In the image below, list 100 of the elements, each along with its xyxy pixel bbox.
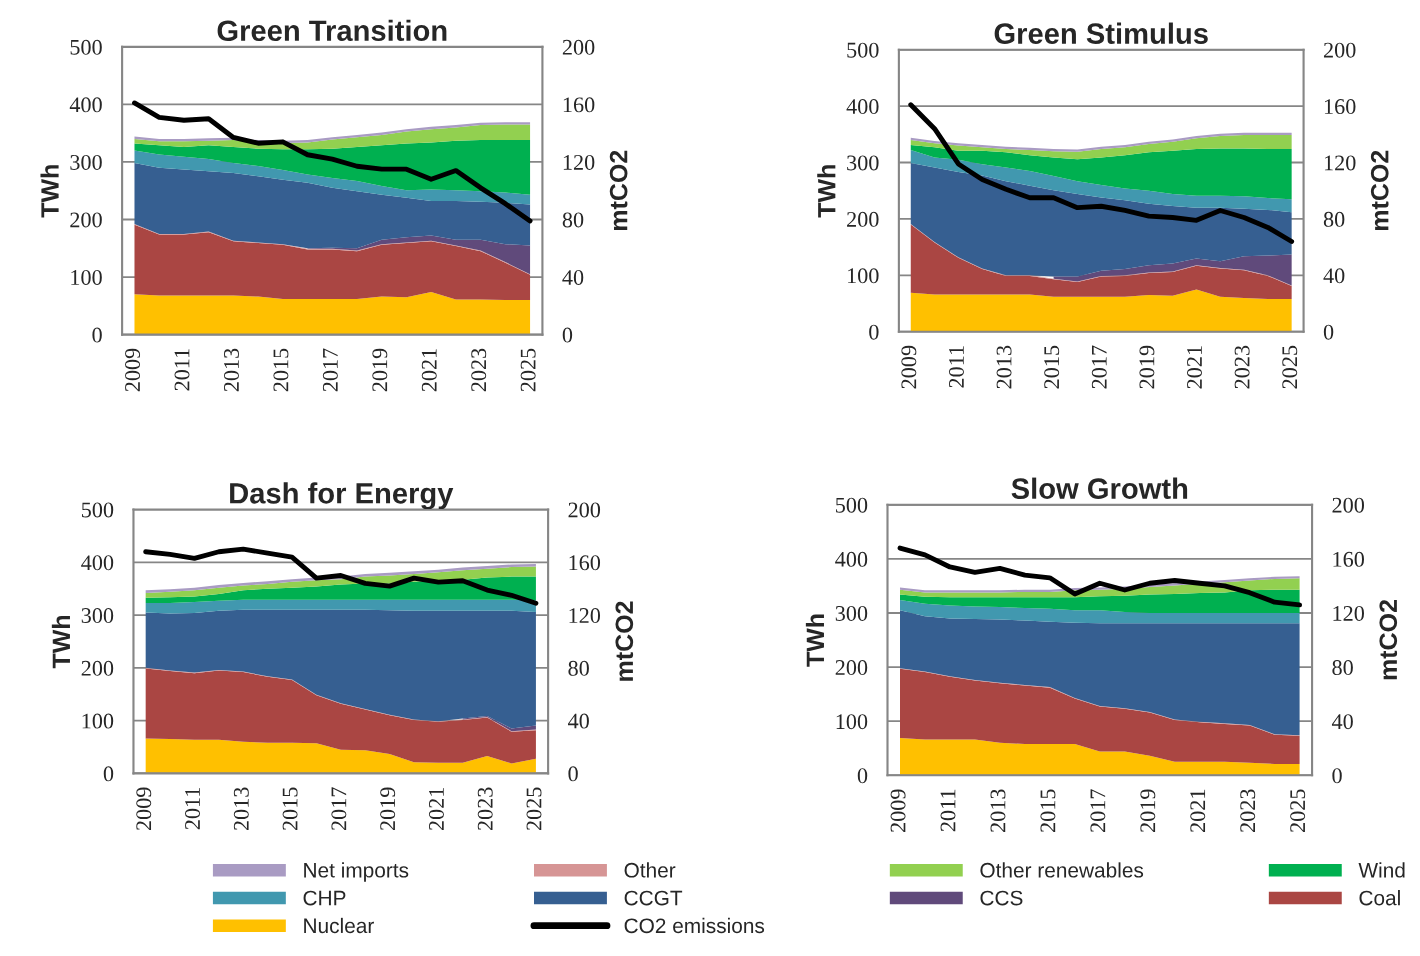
y-tick-label: 400 (835, 551, 868, 567)
y2-tick-label: 0 (562, 327, 573, 343)
y2-tick-label: 40 (1331, 714, 1353, 730)
line-series (143, 546, 539, 606)
y-axis-title: TWh (51, 615, 70, 669)
y2-tick-label: 40 (568, 713, 589, 729)
y-tick-label: 400 (69, 97, 102, 113)
x-tick-label: 2011 (940, 789, 956, 832)
y-tick-label: 0 (92, 327, 102, 343)
legend-label: Coal (1359, 890, 1400, 906)
legend-label: CO2 emissions (624, 917, 765, 934)
y-tick-label: 100 (71, 269, 102, 285)
y-tick-label: 0 (857, 768, 868, 784)
x-tick-label: 2011 (174, 349, 190, 391)
y-axis-title: TWh (805, 614, 824, 667)
y2-tick-label: 160 (1333, 551, 1365, 567)
x-tick-label: 2025 (526, 787, 542, 831)
x-tick-label: 2025 (520, 348, 536, 392)
x-tick-label: 2023 (471, 348, 487, 392)
legend-label: Nuclear (304, 917, 374, 934)
y2-tick-label: 120 (1333, 605, 1365, 621)
x-tick-label: 2011 (185, 787, 201, 830)
y2-tick-label: 0 (1332, 768, 1342, 784)
y-tick-label: 300 (847, 155, 879, 171)
y-tick-label: 500 (70, 39, 102, 55)
y2-tick-label: 200 (1332, 497, 1365, 513)
y2-tick-label: 160 (569, 555, 601, 571)
y2-tick-label: 80 (568, 660, 589, 676)
y2-tick-label: 40 (1323, 268, 1345, 284)
y2-tick-label: 200 (562, 39, 595, 55)
x-tick-label: 2015 (1040, 789, 1056, 832)
legend-label: Other (624, 862, 676, 878)
y2-axis-title: mtCO2 (609, 150, 628, 231)
x-tick-label: 2025 (1290, 789, 1306, 832)
legend-label: CCGT (624, 890, 683, 906)
x-tick-label: 2019 (1140, 789, 1156, 832)
y-tick-label: 500 (81, 502, 114, 518)
y2-axis-title: mtCO2 (1370, 150, 1389, 231)
y-axis-title: TWh (817, 165, 836, 218)
y-tick-label: 200 (835, 660, 868, 676)
y-tick-label: 400 (846, 99, 879, 115)
y-tick-label: 500 (836, 497, 868, 513)
y-tick-label: 100 (848, 268, 879, 284)
y-tick-label: 200 (70, 212, 102, 228)
y2-tick-label: 160 (1324, 99, 1356, 115)
x-tick-label: 2011 (948, 346, 964, 388)
y-tick-label: 300 (70, 154, 102, 170)
y-axis-title: TWh (40, 165, 59, 218)
y2-tick-label: 160 (563, 97, 595, 113)
x-tick-label: 2009 (890, 789, 906, 832)
y-tick-label: 300 (835, 605, 868, 621)
x-tick-label: 2013 (223, 348, 239, 392)
y2-tick-label: 0 (568, 766, 578, 782)
x-tick-label: 2013 (233, 787, 249, 831)
x-tick-label: 2019 (380, 787, 396, 831)
y-tick-label: 200 (81, 660, 114, 676)
x-tick-label: 2009 (901, 345, 917, 389)
x-tick-label: 2023 (1240, 789, 1256, 832)
y-tick-label: 100 (82, 713, 114, 729)
chart-title: Green Stimulus (994, 22, 1208, 44)
legend-label: Net imports (304, 862, 409, 882)
x-tick-label: 2019 (372, 348, 388, 392)
chart-title: Green Transition (217, 19, 447, 42)
y-tick-label: 400 (81, 555, 114, 571)
y2-tick-label: 80 (1323, 211, 1345, 227)
y2-tick-label: 120 (1324, 155, 1356, 171)
legend-label: Wind (1358, 862, 1405, 878)
y2-tick-label: 200 (1323, 42, 1356, 58)
x-tick-label: 2017 (1090, 789, 1106, 832)
x-tick-label: 2015 (273, 348, 289, 392)
x-tick-label: 2013 (996, 345, 1012, 389)
legend-label: CCS (980, 890, 1023, 906)
y2-axis-title: mtCO2 (615, 601, 634, 681)
y-tick-label: 0 (103, 766, 114, 782)
y-tick-label: 500 (847, 42, 879, 58)
y2-tick-label: 40 (562, 269, 584, 285)
line-series (897, 545, 1303, 608)
x-tick-label: 2013 (990, 789, 1006, 832)
x-tick-label: 2017 (1091, 345, 1107, 389)
x-tick-label: 2021 (1187, 346, 1202, 389)
x-tick-label: 2017 (322, 348, 338, 392)
y-tick-label: 300 (81, 608, 114, 624)
y2-tick-label: 120 (563, 154, 595, 170)
y-tick-label: 100 (836, 714, 868, 730)
x-tick-label: 2017 (331, 787, 347, 831)
y2-tick-label: 80 (1332, 660, 1353, 676)
chart-title: Dash for Energy (230, 482, 454, 510)
x-tick-label: 2021 (428, 787, 444, 831)
chart-title: Slow Growth (1011, 477, 1188, 499)
x-tick-label: 2025 (1282, 345, 1298, 389)
y2-axis-title: mtCO2 (1379, 600, 1398, 680)
y-tick-label: 200 (847, 211, 879, 227)
y2-tick-label: 200 (568, 502, 601, 518)
x-tick-label: 2021 (421, 349, 437, 392)
line-series (132, 100, 533, 224)
y2-tick-label: 80 (562, 212, 584, 228)
legend-label: CHP (303, 890, 346, 906)
y2-tick-label: 120 (569, 608, 601, 624)
x-tick-label: 2023 (1234, 345, 1250, 389)
line-series (908, 102, 1295, 244)
